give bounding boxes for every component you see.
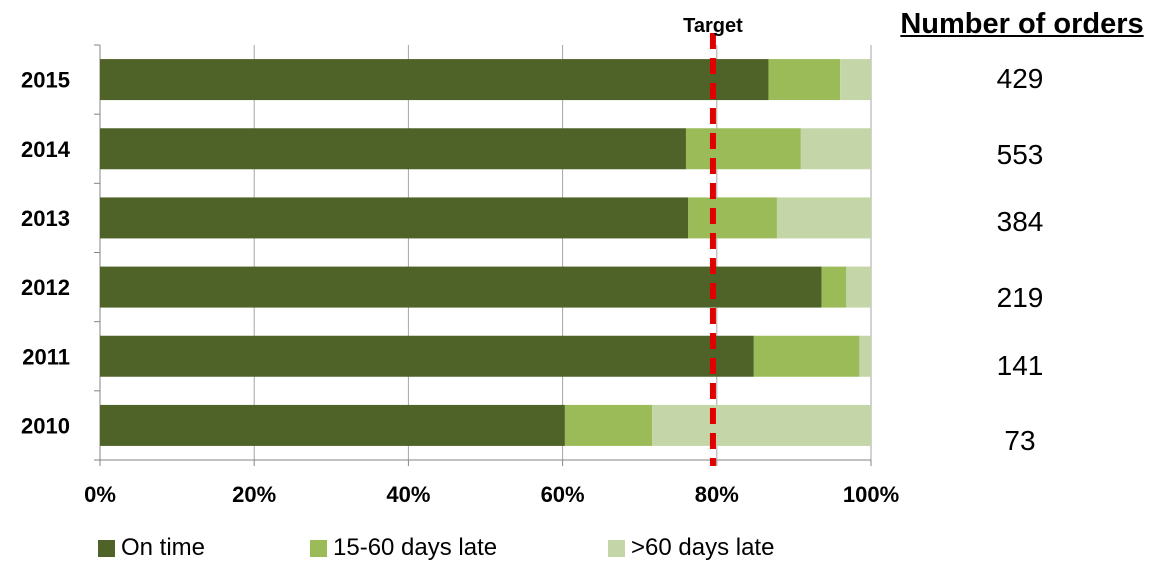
- bar-2015-series-1: [768, 59, 841, 101]
- bar-2011-series-0: [100, 335, 754, 377]
- bar-2010-series-0: [100, 404, 565, 446]
- x-tick-label: 0%: [84, 482, 116, 507]
- y-tick-label-2010: 2010: [21, 413, 70, 438]
- legend-label-over-60-days-late: >60 days late: [631, 534, 775, 561]
- bar-2015-series-2: [840, 59, 871, 101]
- y-tick-label-2013: 2013: [21, 206, 70, 231]
- bar-2014-series-0: [100, 128, 686, 170]
- legend-item-over-60-days-late: >60 days late: [608, 534, 774, 562]
- order-count-2012: 219: [996, 282, 1044, 313]
- bar-2013-series-0: [100, 197, 689, 239]
- y-tick-label-2015: 2015: [21, 68, 70, 93]
- legend-item-15-60-days-late: 15-60 days late: [310, 534, 497, 562]
- y-tick-label-2012: 2012: [21, 275, 70, 300]
- order-count-2014: 553: [996, 139, 1044, 170]
- legend-item-on-time: On time: [98, 534, 205, 562]
- x-tick-label: 60%: [541, 482, 585, 507]
- bar-2013-series-1: [688, 197, 777, 239]
- bar-2015-series-0: [100, 59, 769, 101]
- x-tick-label: 80%: [695, 482, 739, 507]
- bar-2014-series-2: [800, 128, 871, 170]
- bar-2010-series-2: [652, 404, 871, 446]
- bar-2012-series-0: [100, 266, 822, 308]
- bar-2012-series-2: [846, 266, 871, 308]
- orders-title: Number of orders: [900, 8, 1144, 40]
- legend-label-on-time: On time: [121, 534, 206, 561]
- bar-2013-series-2: [776, 197, 871, 239]
- order-count-2013: 384: [996, 206, 1044, 237]
- bar-2014-series-1: [685, 128, 801, 170]
- x-tick-label: 20%: [232, 482, 276, 507]
- bar-2011-series-1: [753, 335, 860, 377]
- x-tick-label: 100%: [843, 482, 899, 507]
- bar-2010-series-1: [564, 404, 653, 446]
- legend-label-15-60-days-late: 15-60 days late: [333, 534, 498, 561]
- bar-2011-series-2: [859, 335, 871, 377]
- y-tick-label-2014: 2014: [21, 137, 71, 162]
- bar-2012-series-1: [821, 266, 847, 308]
- order-count-2011: 141: [996, 350, 1044, 381]
- y-tick-label-2011: 2011: [22, 344, 70, 369]
- x-tick-label: 40%: [386, 482, 430, 507]
- order-count-2015: 429: [996, 63, 1044, 94]
- target-label: Target: [683, 15, 743, 37]
- legend-swatch-15-60-days-late: [310, 539, 327, 557]
- legend-swatch-over-60-days-late: [608, 539, 625, 557]
- legend-swatch-on-time: [98, 539, 115, 557]
- order-count-2010: 73: [1004, 425, 1036, 456]
